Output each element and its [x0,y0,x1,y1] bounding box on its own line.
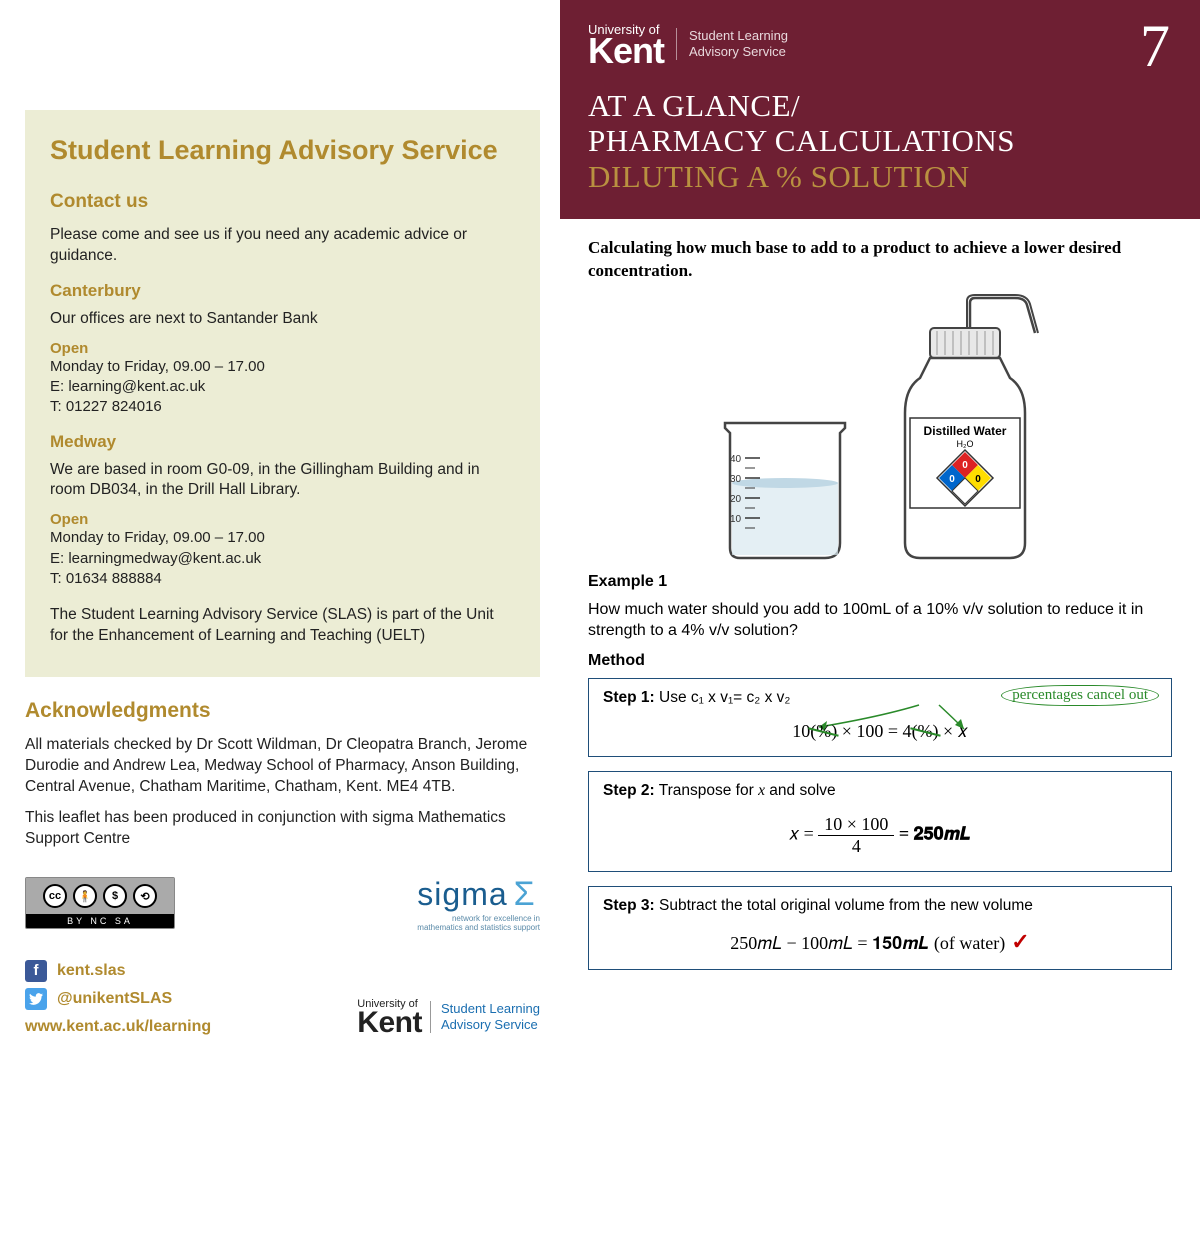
canterbury-open-label: Open [50,340,515,357]
svg-text:40: 40 [730,454,742,465]
kent-logo-footer: University of Kent Student Learning Advi… [357,998,540,1036]
title-line-2: PHARMACY CALCULATIONS [588,123,1172,159]
contact-us-heading: Contact us [50,191,515,213]
sigma-text: sigma [417,876,507,913]
twitter-handle: @unikentSLAS [57,990,172,1008]
cc-icon: cc [43,884,67,908]
example-heading: Example 1 [588,573,1172,591]
svg-text:10: 10 [730,514,742,525]
step-2-formula: 𝑥 = 10 × 1004 = 𝟐𝟓𝟎𝒎𝑳 [603,814,1157,857]
kent-slas-label: Student Learning Advisory Service [430,1001,540,1034]
logos-row: cc 🧍 $ ⟲ BY NC SA sigma Σ network for ex… [25,875,540,932]
svg-text:30: 30 [730,474,742,485]
kent-name-label: Kent [357,1010,422,1036]
canterbury-heading: Canterbury [50,281,515,301]
medway-tel: T: 01634 888884 [50,569,515,589]
kent-hdr-slas-line1: Student Learning [689,28,788,43]
method-heading: Method [588,652,1172,670]
medway-email: E: learningmedway@kent.ac.uk [50,549,515,569]
acknowledgments-heading: Acknowledgments [25,699,540,723]
contact-intro: Please come and see us if you need any a… [50,225,515,267]
website-url: www.kent.ac.uk/learning [25,1018,211,1036]
uelt-note: The Student Learning Advisory Service (S… [50,605,515,647]
example-text: How much water should you add to 100mL o… [588,599,1172,642]
step-1-box: Step 1: Use c₁ x v₁= c₂ x v₂ percentages… [588,678,1172,757]
kent-hdr-name: Kent [588,37,664,66]
service-title: Student Learning Advisory Service [50,135,515,166]
step-1-rest: Use c₁ x v₁= c₂ x v₂ [655,689,791,706]
sigma-logo: sigma Σ network for excellence in mathem… [417,875,540,932]
info-box: Student Learning Advisory Service Contac… [25,110,540,677]
medway-heading: Medway [50,432,515,452]
title-line-1: AT A GLANCE/ [588,88,1172,124]
by-icon: 🧍 [73,884,97,908]
step-3-bold: Step 3: [603,897,655,914]
kent-hdr-slas: Student Learning Advisory Service [676,28,788,61]
nc-icon: $ [103,884,127,908]
social-links: f kent.slas @unikentSLAS [25,960,211,1010]
canterbury-hours: Monday to Friday, 09.00 – 17.00 [50,357,515,377]
kent-hdr-slas-line2: Advisory Service [689,44,786,59]
intro-text: Calculating how much base to add to a pr… [588,237,1172,283]
sigma-subtitle: network for excellence in mathematics an… [417,914,540,932]
beaker-icon: 40 30 20 10 [715,413,855,563]
step-2-label: Step 2: Transpose for x and solve [603,782,1157,800]
kent-slas-line1: Student Learning [441,1001,540,1016]
sa-icon: ⟲ [133,884,157,908]
twitter-icon [25,988,47,1010]
header-band: University of Kent Student Learning Advi… [560,0,1200,219]
check-icon: ✓ [1011,929,1029,954]
illustration: 40 30 20 10 Distilled Water H₂O [588,293,1172,563]
svg-text:0: 0 [975,474,981,485]
canterbury-tel: T: 01227 824016 [50,397,515,417]
medway-desc: We are based in room G0-09, in the Gilli… [50,460,515,502]
kent-logo-header: University of Kent Student Learning Advi… [588,22,1172,66]
svg-text:0: 0 [949,474,955,485]
water-bottle-icon: Distilled Water H₂O 0 0 0 [875,293,1045,563]
svg-text:0: 0 [962,460,968,471]
sigma-symbol: Σ [514,875,535,914]
canterbury-desc: Our offices are next to Santander Bank [50,309,515,330]
medway-open-label: Open [50,511,515,528]
kent-slas-line2: Advisory Service [441,1017,538,1032]
title-line-3: DILUTING A % SOLUTION [588,159,1172,195]
annotation-bubble: percentages cancel out [1001,685,1159,706]
medway-hours: Monday to Friday, 09.00 – 17.00 [50,528,515,548]
svg-text:H₂O: H₂O [957,439,974,449]
step-2-box: Step 2: Transpose for x and solve 𝑥 = 10… [588,771,1172,872]
svg-text:20: 20 [730,494,742,505]
left-panel: Student Learning Advisory Service Contac… [0,0,560,1260]
svg-text:Distilled Water: Distilled Water [924,424,1007,438]
step-3-box: Step 3: Subtract the total original volu… [588,886,1172,970]
right-panel: University of Kent Student Learning Advi… [560,0,1200,1260]
facebook-icon: f [25,960,47,982]
step-1-bold: Step 1: [603,689,655,706]
leaflet-number: 7 [1140,12,1170,81]
step-3-label: Step 3: Subtract the total original volu… [603,897,1157,915]
step-2-bold: Step 2: [603,782,655,799]
ack-body-2: This leaflet has been produced in conjun… [25,808,540,850]
content-area: Calculating how much base to add to a pr… [560,219,1200,970]
bottom-row: f kent.slas @unikentSLAS www.kent.ac.uk/… [25,942,540,1036]
cc-labels: BY NC SA [67,914,133,928]
step-3-formula: 250𝑚𝐿 − 100𝑚𝐿 = 𝟏𝟓𝟎𝒎𝑳 (of water)✓ [603,929,1157,955]
ack-body-1: All materials checked by Dr Scott Wildma… [25,735,540,798]
facebook-handle: kent.slas [57,962,125,980]
canterbury-email: E: learning@kent.ac.uk [50,377,515,397]
cc-license-badge: cc 🧍 $ ⟲ BY NC SA [25,877,175,929]
